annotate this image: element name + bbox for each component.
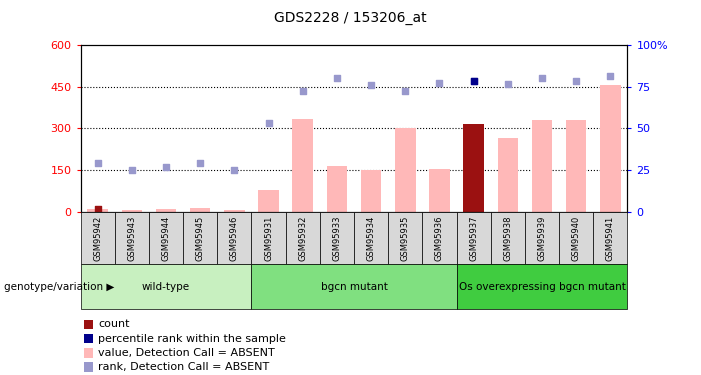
Bar [429, 169, 450, 212]
Text: GSM95938: GSM95938 [503, 215, 512, 261]
Point [400, 88, 411, 94]
Bar [292, 119, 313, 212]
Point [536, 75, 547, 81]
Text: GDS2228 / 153206_at: GDS2228 / 153206_at [274, 11, 427, 25]
Text: GSM95932: GSM95932 [298, 215, 307, 261]
Point [92, 206, 103, 212]
Text: rank, Detection Call = ABSENT: rank, Detection Call = ABSENT [98, 362, 269, 372]
Text: GSM95944: GSM95944 [161, 216, 170, 261]
Point [332, 75, 343, 81]
Text: GSM95937: GSM95937 [469, 215, 478, 261]
Point [126, 167, 137, 173]
Point [571, 78, 582, 84]
Bar [566, 120, 586, 212]
Bar [88, 209, 108, 212]
Text: GSM95935: GSM95935 [401, 215, 410, 261]
Bar [498, 138, 518, 212]
Text: GSM95939: GSM95939 [538, 215, 547, 261]
Text: GSM95940: GSM95940 [571, 216, 580, 261]
Text: GSM95943: GSM95943 [128, 215, 137, 261]
Text: GSM95936: GSM95936 [435, 215, 444, 261]
Point [468, 78, 479, 84]
Text: count: count [98, 320, 130, 329]
Point [502, 81, 513, 87]
Text: GSM95946: GSM95946 [230, 215, 239, 261]
Bar [463, 124, 484, 212]
Point [92, 160, 103, 166]
Text: GSM95941: GSM95941 [606, 216, 615, 261]
Text: Os overexpressing bgcn mutant: Os overexpressing bgcn mutant [458, 282, 625, 292]
Point [468, 78, 479, 84]
Point [434, 80, 445, 86]
Bar [258, 190, 279, 212]
Point [229, 166, 240, 172]
Point [195, 160, 206, 166]
Text: value, Detection Call = ABSENT: value, Detection Call = ABSENT [98, 348, 275, 358]
Bar [600, 86, 620, 212]
Point [605, 73, 616, 79]
Bar [122, 210, 142, 212]
Text: GSM95931: GSM95931 [264, 215, 273, 261]
Bar [395, 128, 416, 212]
Bar [156, 209, 176, 212]
Text: GSM95942: GSM95942 [93, 216, 102, 261]
Text: GSM95934: GSM95934 [367, 215, 376, 261]
Text: GSM95945: GSM95945 [196, 216, 205, 261]
Point [161, 164, 172, 170]
Point [365, 82, 376, 88]
Text: genotype/variation ▶: genotype/variation ▶ [4, 282, 114, 292]
Text: GSM95933: GSM95933 [332, 215, 341, 261]
Bar [190, 208, 210, 212]
Bar [531, 120, 552, 212]
Text: percentile rank within the sample: percentile rank within the sample [98, 334, 286, 344]
Bar [327, 166, 347, 212]
Text: wild-type: wild-type [142, 282, 190, 292]
Point [263, 120, 274, 126]
Bar [361, 170, 381, 212]
Point [297, 88, 308, 94]
Text: bgcn mutant: bgcn mutant [320, 282, 388, 292]
Bar [224, 210, 245, 212]
